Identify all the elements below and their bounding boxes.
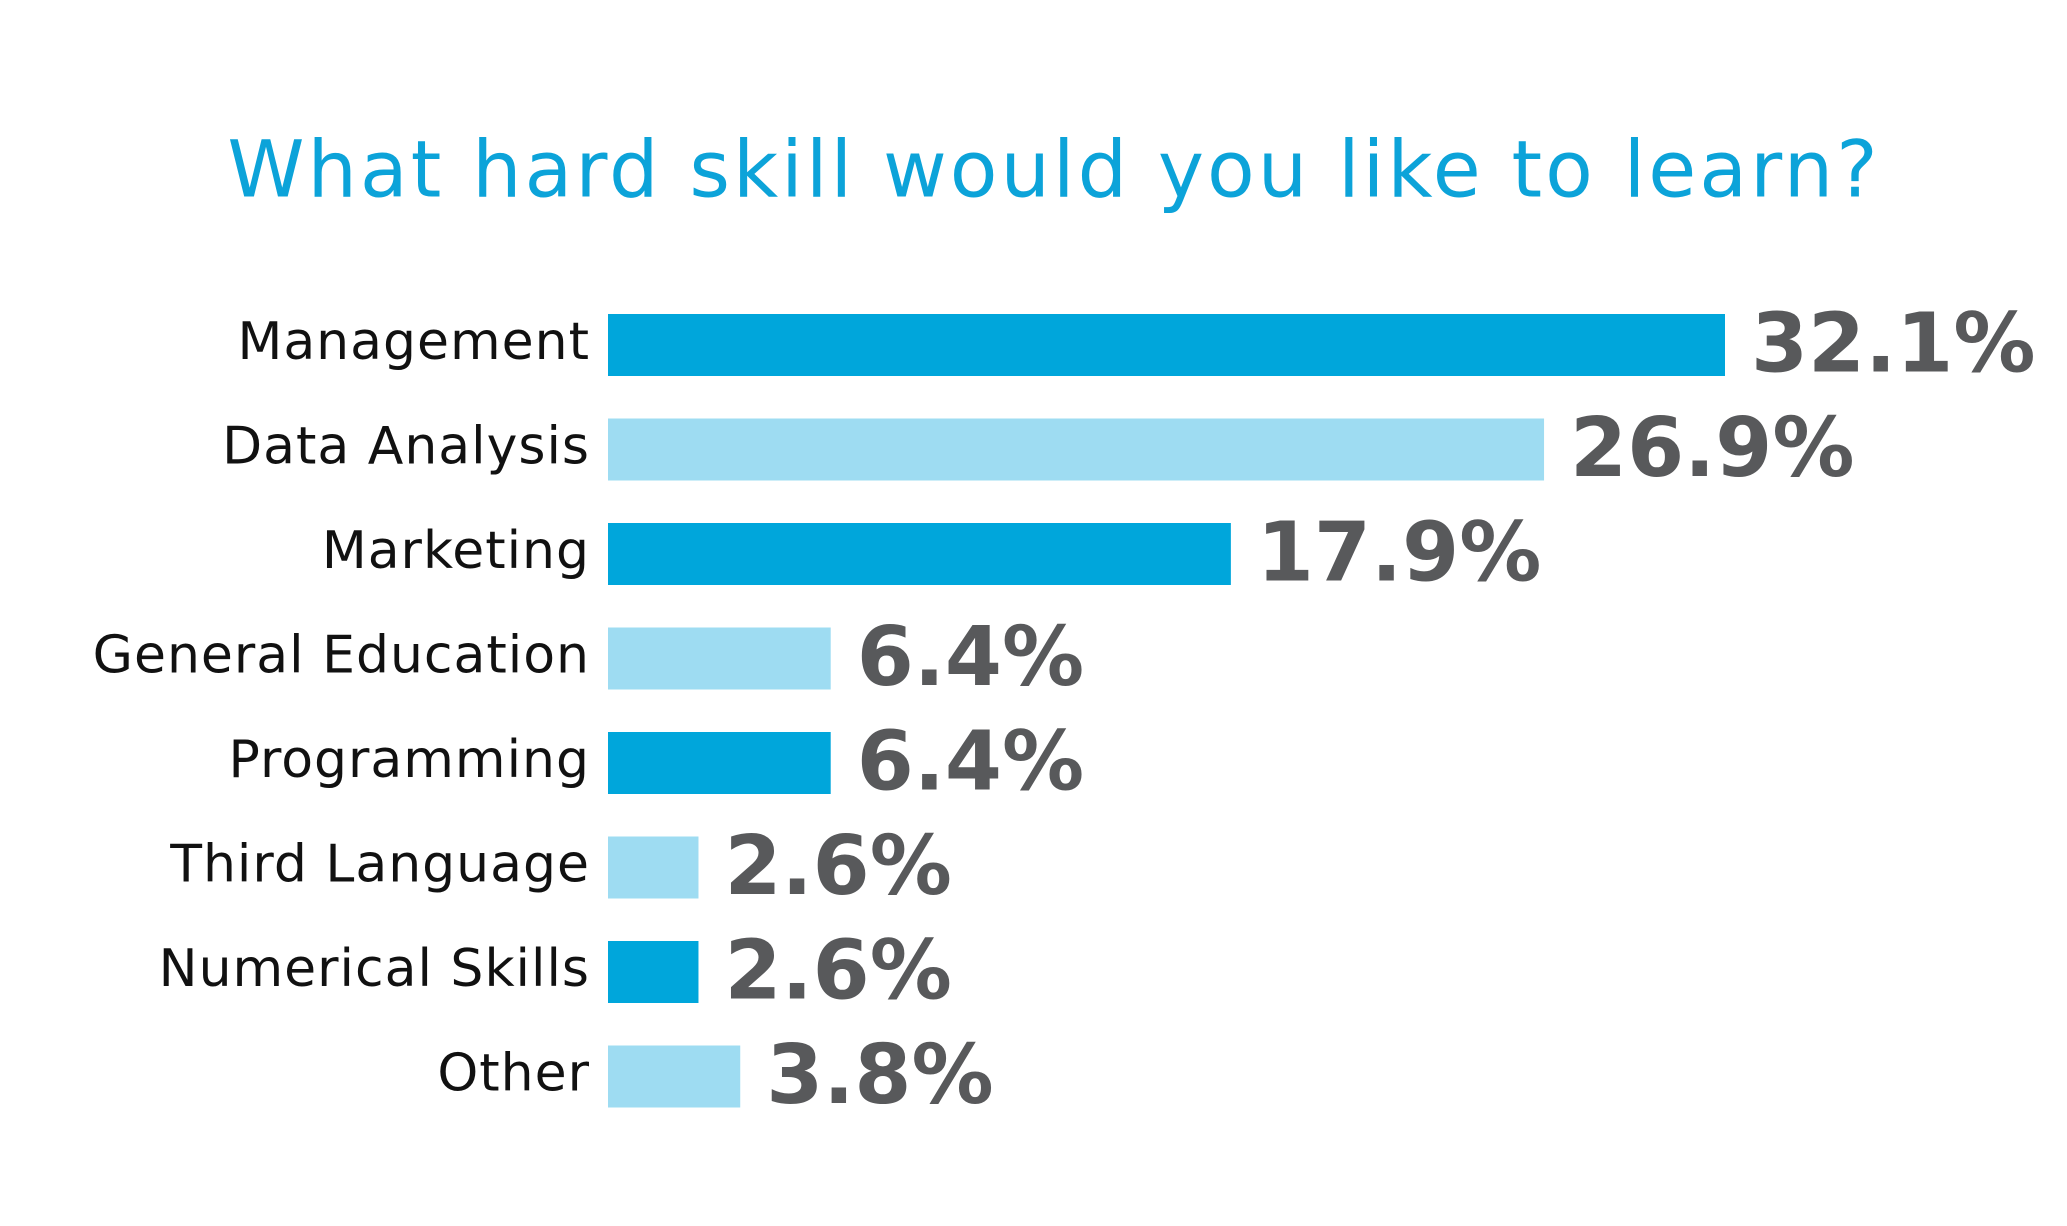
bar	[608, 523, 1231, 585]
category-label: Numerical Skills	[159, 939, 590, 999]
bar	[608, 941, 699, 1003]
bar	[608, 314, 1725, 376]
bar	[608, 1045, 741, 1108]
category-label: Marketing	[322, 521, 590, 581]
bar	[608, 418, 1545, 481]
value-label: 32.1%	[1751, 296, 2035, 391]
value-label: 6.4%	[857, 610, 1084, 705]
bar	[608, 627, 831, 690]
category-label: Third Language	[169, 835, 590, 895]
value-label: 6.4%	[857, 714, 1084, 809]
bar	[608, 732, 831, 794]
value-label: 2.6%	[724, 923, 951, 1018]
category-label: Programming	[229, 730, 590, 790]
value-label: 26.9%	[1570, 401, 1854, 496]
category-label: General Education	[93, 626, 590, 686]
value-label: 3.8%	[766, 1028, 993, 1123]
value-label: 2.6%	[724, 819, 951, 914]
category-label: Management	[237, 312, 590, 372]
value-label: 17.9%	[1257, 505, 1541, 600]
category-label: Other	[437, 1044, 590, 1104]
chart-title: What hard skill would you like to learn?	[227, 125, 1880, 215]
bar	[608, 836, 699, 899]
category-label: Data Analysis	[222, 417, 590, 477]
